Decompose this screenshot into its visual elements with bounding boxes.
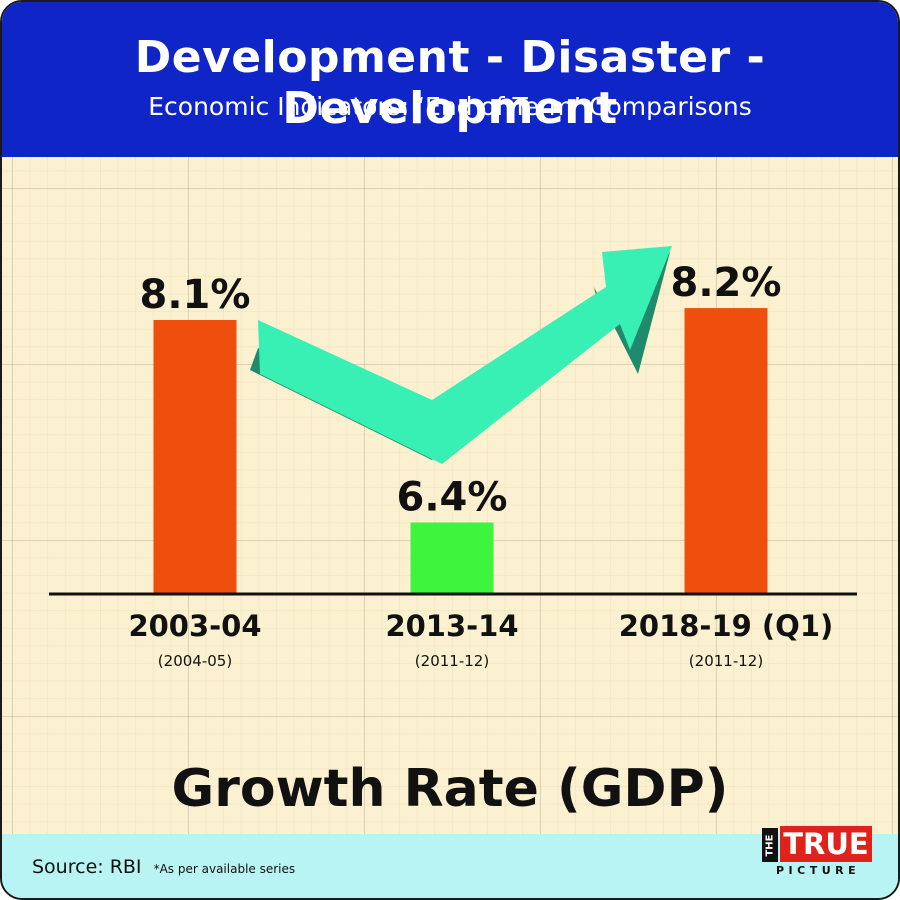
bar-2003-04 <box>153 320 237 594</box>
source-label: Source: RBI <box>32 856 142 878</box>
trend-arrow <box>250 246 672 464</box>
footer-bar: Source: RBI *As per available series <box>2 834 898 898</box>
bar-2013-14 <box>410 522 494 594</box>
header-banner: Development - Disaster - Development Eco… <box>2 2 898 157</box>
category-label: 2013-14 <box>385 609 518 643</box>
logo-true: TRUE <box>780 826 872 862</box>
page-title: Development - Disaster - Development <box>134 32 766 134</box>
source-text: Source: RBI *As per available series <box>32 856 295 878</box>
chart-axis-title: Growth Rate (GDP) <box>171 759 729 819</box>
category-label: 2018-19 (Q1) <box>619 609 834 643</box>
category-sublabel: (2004-05) <box>158 652 232 670</box>
trend-arrow-face <box>258 246 672 464</box>
logo-picture: PICTURE <box>776 864 861 877</box>
category-sublabel: (2011-12) <box>689 652 763 670</box>
category-label: 2003-04 <box>128 609 261 643</box>
category-sublabel: (2011-12) <box>415 652 489 670</box>
source-note: *As per available series <box>153 862 296 876</box>
logo-the: THE <box>762 828 778 862</box>
value-label: 8.1% <box>140 272 251 318</box>
true-picture-logo: THE TRUE PICTURE <box>762 826 874 882</box>
value-label: 8.2% <box>671 260 782 306</box>
value-label: 6.4% <box>397 475 508 521</box>
page-subtitle: Economic Indicators: ‘End of Term’ Compa… <box>148 92 752 121</box>
bar-2018-19-q1 <box>684 308 768 594</box>
